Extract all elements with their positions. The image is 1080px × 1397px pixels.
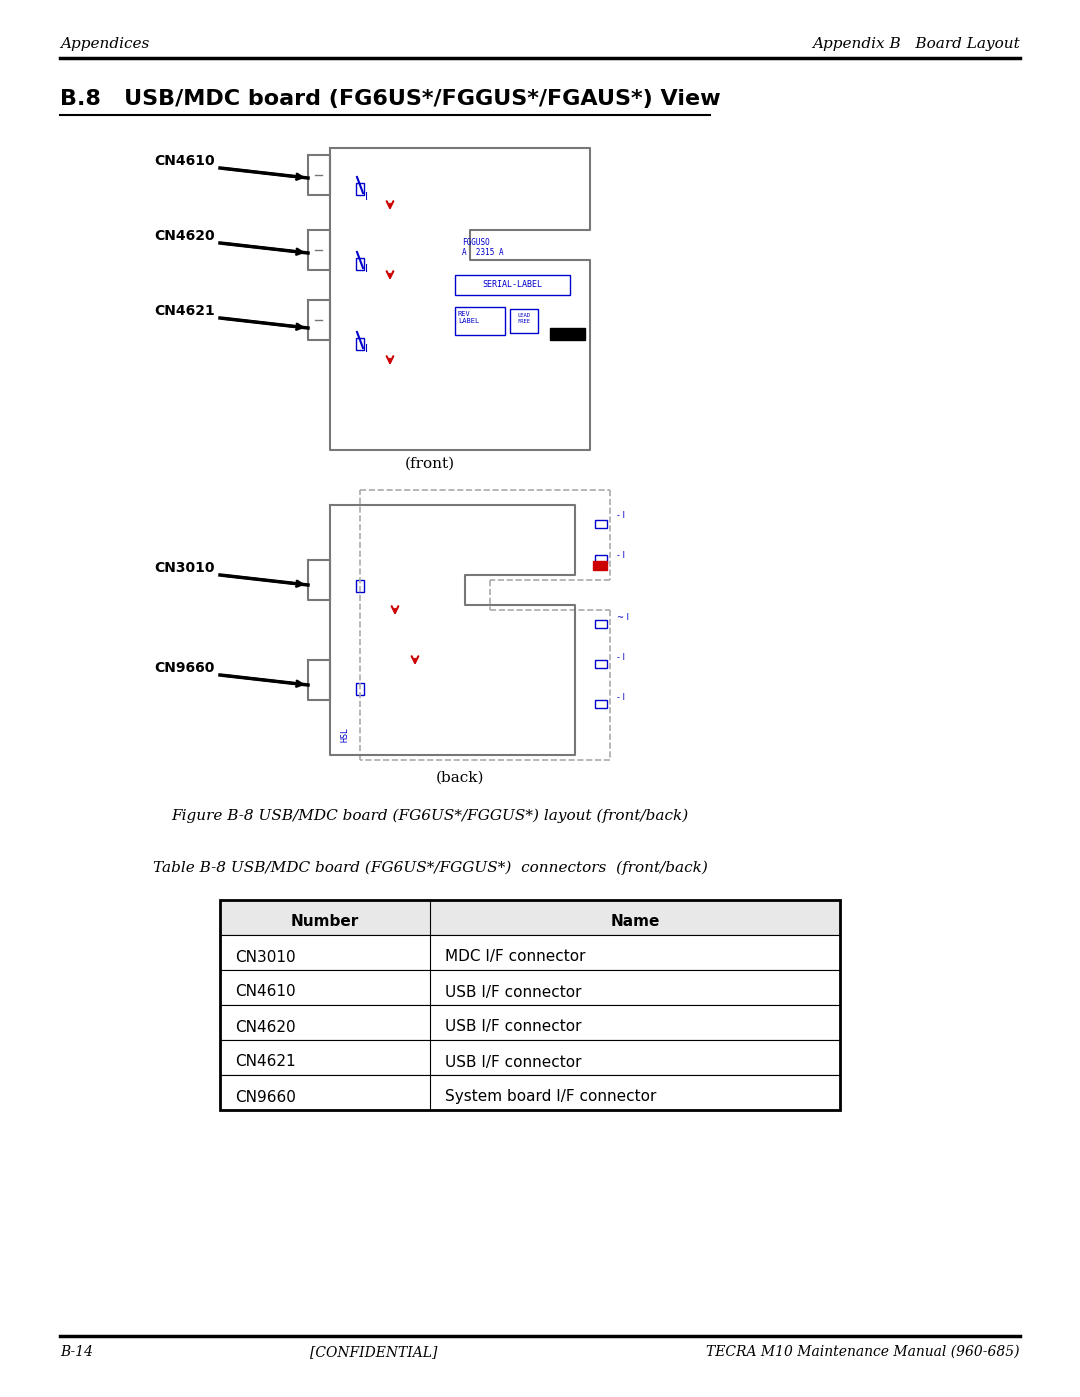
Text: Number: Number	[291, 915, 360, 929]
Text: l: l	[365, 264, 368, 274]
Text: B.8   USB/MDC board (FG6US*/FGGUS*/FGAUS*) View: B.8 USB/MDC board (FG6US*/FGGUS*/FGAUS*)…	[60, 89, 720, 109]
Text: CN4610: CN4610	[235, 985, 296, 999]
Text: (front): (front)	[405, 457, 455, 471]
Bar	[220, 900, 840, 1111]
Text: (back): (back)	[435, 771, 484, 785]
Text: CN9660: CN9660	[154, 661, 215, 675]
Text: CN4621: CN4621	[154, 305, 215, 319]
Text: REV
LABEL: REV LABEL	[458, 312, 480, 324]
Text: - l: - l	[617, 693, 625, 703]
Text: FGGUSO
A  2315 A: FGGUSO A 2315 A	[462, 237, 503, 257]
Text: MDC I/F connector: MDC I/F connector	[445, 950, 585, 964]
Text: Appendix B   Board Layout: Appendix B Board Layout	[812, 36, 1020, 52]
Text: USB I/F connector: USB I/F connector	[445, 1020, 581, 1035]
Text: CN3010: CN3010	[235, 950, 296, 964]
Bar	[220, 1039, 840, 1076]
Text: Table B-8 USB/MDC board (FG6US*/FGGUS*)  connectors  (front/back): Table B-8 USB/MDC board (FG6US*/FGGUS*) …	[152, 861, 707, 875]
Bar	[550, 328, 585, 339]
Text: CN4620: CN4620	[154, 229, 215, 243]
Bar	[356, 258, 364, 270]
Bar	[593, 562, 607, 570]
Text: Name: Name	[610, 915, 660, 929]
Text: USB I/F connector: USB I/F connector	[445, 1055, 581, 1070]
Text: [CONFIDENTIAL]: [CONFIDENTIAL]	[310, 1345, 437, 1359]
Bar	[356, 683, 364, 694]
Bar	[220, 900, 840, 935]
Bar	[595, 555, 607, 563]
Bar	[356, 338, 364, 351]
Bar	[356, 580, 364, 592]
Text: CN4620: CN4620	[235, 1020, 296, 1035]
FancyBboxPatch shape	[455, 275, 570, 295]
Bar	[595, 520, 607, 528]
Bar	[595, 620, 607, 629]
Text: CN3010: CN3010	[154, 562, 215, 576]
Text: Figure B-8 USB/MDC board (FG6US*/FGGUS*) layout (front/back): Figure B-8 USB/MDC board (FG6US*/FGGUS*)…	[172, 809, 689, 823]
Bar	[220, 970, 840, 1004]
Text: B-14: B-14	[60, 1345, 93, 1359]
Text: l: l	[365, 344, 368, 353]
Bar	[455, 307, 505, 335]
Text: l: l	[365, 191, 368, 203]
Bar	[220, 1004, 840, 1039]
Text: - l: - l	[617, 550, 625, 560]
Text: CN4621: CN4621	[235, 1055, 296, 1070]
Bar	[510, 309, 538, 332]
Text: ~ l: ~ l	[617, 613, 629, 622]
Text: - l: - l	[617, 511, 625, 520]
Text: USB I/F connector: USB I/F connector	[445, 985, 581, 999]
Bar	[220, 1076, 840, 1111]
Text: TECRA M10 Maintenance Manual (960-685): TECRA M10 Maintenance Manual (960-685)	[706, 1345, 1020, 1359]
Text: Appendices: Appendices	[60, 36, 149, 52]
Bar	[595, 659, 607, 668]
Bar	[220, 935, 840, 970]
Text: - l: - l	[617, 652, 625, 662]
Text: CN4610: CN4610	[154, 154, 215, 168]
Text: HSL: HSL	[340, 726, 349, 742]
Text: CN9660: CN9660	[235, 1090, 296, 1105]
Text: System board I/F connector: System board I/F connector	[445, 1090, 657, 1105]
Bar	[356, 183, 364, 196]
Text: SERIAL-LABEL: SERIAL-LABEL	[482, 279, 542, 289]
Bar	[595, 700, 607, 708]
Text: LEAD
FREE: LEAD FREE	[517, 313, 530, 324]
